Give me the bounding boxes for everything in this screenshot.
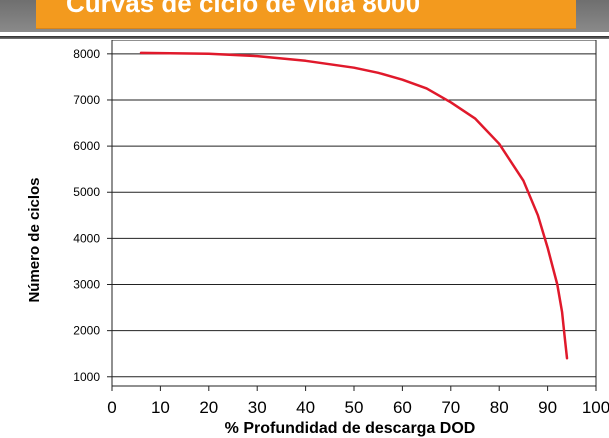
x-tick-label: 100 <box>582 398 609 417</box>
x-axis-label: % Profundidad de descarga DOD <box>224 420 476 437</box>
x-tick-label: 90 <box>538 398 557 417</box>
y-axis-label: Número de ciclos <box>26 177 43 303</box>
y-tick-label: 8000 <box>73 47 100 61</box>
x-tick-label: 10 <box>151 398 170 417</box>
y-tick-label: 7000 <box>73 93 100 107</box>
x-tick-label: 30 <box>248 398 267 417</box>
title-banner: Curvas de ciclo de vida 8000 <box>36 0 576 29</box>
cycle-life-chart: 1000 2000 3000 4000 5000 6000 7000 8000 0 10 20 30 4… <box>73 40 609 417</box>
x-tick-label: 0 <box>107 398 116 417</box>
y-tick-label: 2000 <box>73 324 100 338</box>
y-tick-label: 3000 <box>73 278 100 292</box>
y-tick-label: 4000 <box>73 231 100 245</box>
y-tick-label: 6000 <box>73 139 100 153</box>
y-tick-label: 5000 <box>73 185 100 199</box>
header-divider <box>0 36 609 39</box>
x-tick-label: 60 <box>393 398 412 417</box>
x-tick-label: 20 <box>199 398 218 417</box>
x-tick-label: 70 <box>441 398 460 417</box>
x-tick-label: 50 <box>345 398 364 417</box>
plot-area <box>111 40 597 387</box>
series-line <box>139 51 569 360</box>
page-title: Curvas de ciclo de vida 8000 <box>66 0 421 18</box>
y-tick-label: 1000 <box>73 370 100 384</box>
x-tick-label: 40 <box>296 398 315 417</box>
x-tick-label: 80 <box>490 398 509 417</box>
